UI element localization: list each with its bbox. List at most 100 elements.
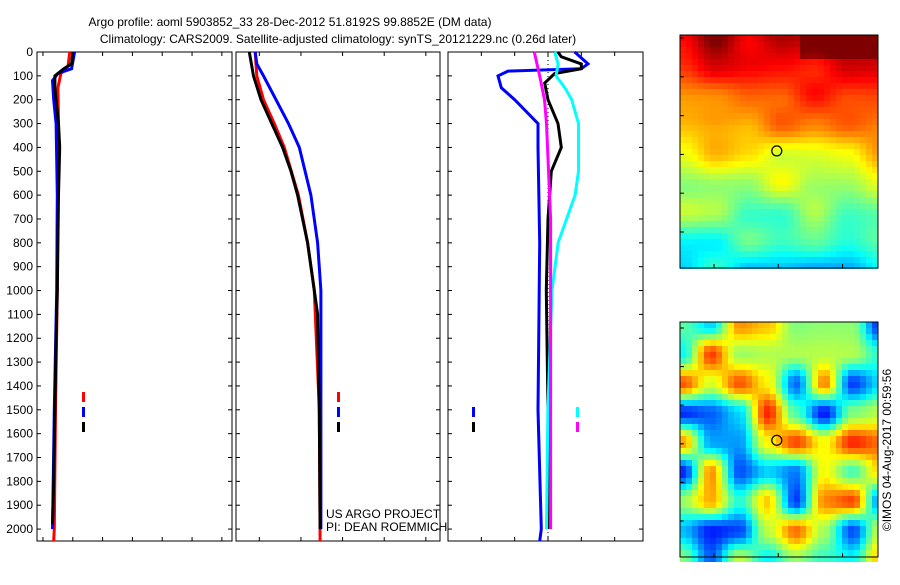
- map-cell: [680, 466, 686, 472]
- map-cell: [722, 263, 728, 269]
- map-cell: [686, 532, 692, 538]
- map-cell: [806, 538, 812, 544]
- map-cell: [722, 107, 728, 113]
- map-cell: [824, 502, 830, 508]
- map-cell: [830, 424, 836, 430]
- map-cell: [782, 131, 788, 137]
- map-cell: [860, 137, 866, 143]
- map-cell: [704, 173, 710, 179]
- map-cell: [830, 113, 836, 119]
- y-tick-label: 900: [13, 260, 33, 274]
- map-cell: [686, 245, 692, 251]
- map-cell: [776, 406, 782, 412]
- map-cell: [848, 131, 854, 137]
- map-cell: [746, 125, 752, 131]
- map-cell: [710, 340, 716, 346]
- map-cell: [872, 550, 878, 556]
- map-cell: [782, 448, 788, 454]
- map-cell: [788, 191, 794, 197]
- map-cell: [860, 556, 866, 562]
- map-cell: [686, 520, 692, 526]
- map-cell: [716, 95, 722, 101]
- map-cell: [698, 161, 704, 167]
- map-cell: [782, 352, 788, 358]
- map-cell: [758, 95, 764, 101]
- map-cell: [806, 203, 812, 209]
- map-cell: [716, 65, 722, 71]
- map-cell: [746, 41, 752, 47]
- map-cell: [800, 436, 806, 442]
- map-cell: [758, 59, 764, 65]
- map-cell: [770, 556, 776, 562]
- map-cell: [848, 221, 854, 227]
- map-cell: [740, 239, 746, 245]
- map-cell: [716, 35, 722, 41]
- map-cell: [680, 514, 686, 520]
- map-cell: [836, 454, 842, 460]
- map-cell: [794, 322, 800, 328]
- map-cell: [836, 412, 842, 418]
- map-cell: [776, 508, 782, 514]
- map-cell: [764, 484, 770, 490]
- map-cell: [854, 556, 860, 562]
- map-cell: [848, 490, 854, 496]
- map-cell: [764, 472, 770, 478]
- map-cell: [758, 47, 764, 53]
- map-cell: [692, 448, 698, 454]
- map-cell: [830, 406, 836, 412]
- map-cell: [866, 424, 872, 430]
- map-cell: [860, 328, 866, 334]
- map-cell: [836, 239, 842, 245]
- map-cell: [806, 424, 812, 430]
- map-cell: [830, 340, 836, 346]
- map-cell: [698, 95, 704, 101]
- map-cell: [788, 382, 794, 388]
- y-tick-label: 500: [13, 164, 33, 178]
- map-cell: [794, 532, 800, 538]
- map-cell: [734, 161, 740, 167]
- map-cell: [806, 520, 812, 526]
- map-cell: [788, 328, 794, 334]
- map-cell: [764, 376, 770, 382]
- map-cell: [698, 89, 704, 95]
- map-cell: [728, 436, 734, 442]
- map-cell: [728, 364, 734, 370]
- map-cell: [764, 89, 770, 95]
- map-cell: [746, 185, 752, 191]
- map-cell: [830, 466, 836, 472]
- map-cell: [764, 364, 770, 370]
- map-cell: [824, 472, 830, 478]
- map-cell: [872, 466, 878, 472]
- map-cell: [830, 233, 836, 239]
- map-cell: [812, 203, 818, 209]
- map-cell: [788, 544, 794, 550]
- map-cell: [824, 334, 830, 340]
- map-cell: [716, 370, 722, 376]
- map-cell: [716, 125, 722, 131]
- map-cell: [758, 131, 764, 137]
- map-cell: [800, 179, 806, 185]
- map-cell: [824, 532, 830, 538]
- map-cell: [872, 209, 878, 215]
- map-cell: [728, 466, 734, 472]
- map-cell: [704, 155, 710, 161]
- map-cell: [740, 412, 746, 418]
- map-cell: [716, 41, 722, 47]
- map-cell: [692, 179, 698, 185]
- map-cell: [818, 466, 824, 472]
- map-cell: [830, 257, 836, 263]
- map-cell: [716, 131, 722, 137]
- map-cell: [800, 364, 806, 370]
- map-cell: [842, 454, 848, 460]
- map-cell: [842, 406, 848, 412]
- map-cell: [734, 209, 740, 215]
- map-cell: [746, 472, 752, 478]
- map-cell: [734, 502, 740, 508]
- map-cell: [788, 257, 794, 263]
- map-cell: [740, 257, 746, 263]
- map-cell: [716, 77, 722, 83]
- map-cell: [782, 376, 788, 382]
- map-cell: [836, 113, 842, 119]
- map-cell: [830, 460, 836, 466]
- map-cell: [692, 388, 698, 394]
